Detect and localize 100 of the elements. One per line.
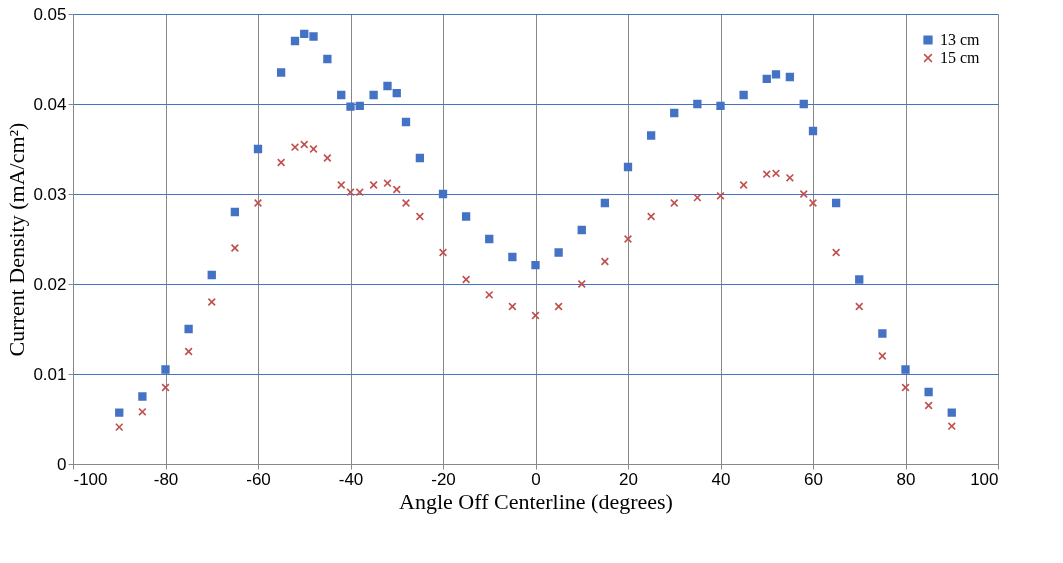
x-tick-label: 0	[531, 469, 541, 489]
point	[438, 189, 448, 199]
point	[383, 179, 392, 188]
point	[947, 422, 956, 431]
point	[739, 180, 748, 190]
point	[276, 158, 286, 167]
x-tick-label: -100	[73, 469, 108, 489]
point	[693, 193, 702, 202]
legend-label: 15 cm	[940, 49, 981, 66]
x-tick-label: -40	[338, 469, 364, 489]
point	[337, 180, 346, 190]
point	[309, 32, 318, 41]
y-tick-label: 0	[57, 454, 67, 474]
point	[799, 189, 808, 199]
point	[290, 143, 300, 152]
x-tick-label: -80	[153, 469, 179, 489]
point	[646, 212, 656, 221]
y-tick-label: 0.05	[33, 4, 67, 24]
point	[309, 144, 318, 154]
point	[290, 36, 300, 46]
point	[771, 70, 781, 79]
x-tick-label: 80	[896, 469, 916, 489]
point	[855, 275, 864, 284]
point	[369, 90, 378, 100]
y-tick-label: 0.03	[33, 184, 67, 204]
point	[554, 302, 563, 311]
x-tick-label: 20	[619, 469, 638, 489]
point	[383, 81, 392, 91]
point	[438, 248, 448, 257]
point	[485, 290, 494, 299]
x-tick-label: 40	[711, 469, 731, 489]
point	[577, 279, 586, 289]
point	[600, 257, 610, 266]
point	[323, 153, 332, 163]
point	[785, 72, 795, 82]
point	[485, 234, 494, 244]
point	[337, 90, 346, 100]
point	[878, 329, 887, 338]
x-tick-label: -20	[431, 469, 456, 489]
point	[369, 180, 378, 190]
point	[161, 383, 170, 392]
point	[924, 401, 933, 410]
point	[401, 198, 411, 208]
point	[762, 74, 771, 83]
point	[623, 234, 633, 244]
point	[138, 407, 147, 416]
point	[392, 89, 401, 98]
point	[531, 260, 540, 270]
point	[253, 144, 263, 154]
point	[808, 126, 818, 136]
point	[346, 102, 355, 111]
point	[693, 99, 702, 109]
point	[901, 365, 910, 374]
point	[115, 408, 124, 417]
point	[207, 270, 216, 280]
point	[415, 153, 425, 163]
point	[716, 101, 725, 110]
legend-label: 13 cm	[940, 31, 981, 48]
point	[799, 99, 808, 109]
point	[924, 387, 933, 397]
x-axis-title: Angle Off Centerline (degrees)	[399, 488, 673, 514]
point	[401, 117, 411, 127]
point	[670, 108, 679, 118]
point	[300, 29, 309, 38]
point	[947, 408, 956, 417]
point	[415, 212, 425, 221]
point	[739, 90, 748, 100]
point	[461, 212, 471, 221]
point	[646, 131, 656, 140]
point	[531, 311, 540, 320]
point	[508, 302, 517, 311]
point	[161, 365, 170, 374]
point	[300, 140, 309, 149]
point	[184, 324, 193, 334]
point	[276, 68, 286, 77]
point	[461, 275, 471, 284]
point	[253, 198, 263, 208]
y-axis-title: Current Density (mA/cm²)	[4, 122, 30, 357]
point	[831, 198, 841, 208]
point	[115, 422, 124, 432]
point	[623, 162, 633, 172]
point	[855, 302, 864, 311]
x-tick-label: 60	[804, 469, 823, 489]
point	[901, 383, 910, 392]
y-tick-label: 0.01	[33, 364, 67, 384]
y-tick-label: 0.04	[33, 94, 67, 114]
point	[230, 207, 240, 217]
point	[323, 54, 332, 64]
point	[138, 392, 147, 401]
point	[577, 225, 586, 235]
point	[808, 198, 818, 208]
x-tick-label: 100	[970, 469, 999, 489]
point	[392, 185, 401, 194]
point	[831, 248, 841, 257]
point	[207, 297, 216, 307]
point	[508, 252, 517, 262]
point	[785, 173, 795, 182]
point	[670, 198, 679, 208]
y-tick-label: 0.02	[33, 274, 67, 294]
point	[554, 248, 563, 257]
